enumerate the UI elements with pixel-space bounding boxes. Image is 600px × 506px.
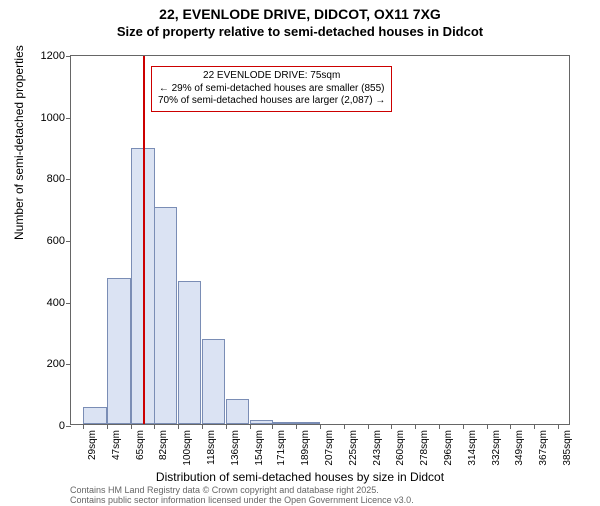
title-line2: Size of property relative to semi-detach… bbox=[0, 24, 600, 39]
x-tick-label: 47sqm bbox=[111, 430, 122, 460]
x-tick-mark bbox=[107, 424, 108, 429]
y-axis-title: Number of semi-detached properties bbox=[12, 45, 26, 240]
x-tick-label: 225sqm bbox=[348, 430, 359, 466]
footer-attribution: Contains HM Land Registry data © Crown c… bbox=[70, 486, 414, 506]
x-tick-label: 189sqm bbox=[300, 430, 311, 466]
x-tick-mark bbox=[534, 424, 535, 429]
x-tick-mark bbox=[415, 424, 416, 429]
chart-plot-area: 02004006008001000120029sqm47sqm65sqm82sq… bbox=[70, 55, 570, 425]
x-tick-label: 349sqm bbox=[514, 430, 525, 466]
x-tick-label: 332sqm bbox=[491, 430, 502, 466]
x-tick-mark bbox=[487, 424, 488, 429]
chart-title-block: 22, EVENLODE DRIVE, DIDCOT, OX11 7XG Siz… bbox=[0, 0, 600, 39]
y-tick-mark bbox=[66, 56, 71, 57]
x-tick-label: 385sqm bbox=[562, 430, 573, 466]
x-tick-mark bbox=[320, 424, 321, 429]
histogram-bar bbox=[83, 407, 107, 424]
x-tick-mark bbox=[558, 424, 559, 429]
x-tick-label: 136sqm bbox=[230, 430, 241, 466]
x-tick-mark bbox=[439, 424, 440, 429]
histogram-bar bbox=[296, 422, 320, 424]
x-tick-label: 278sqm bbox=[419, 430, 430, 466]
x-tick-mark bbox=[391, 424, 392, 429]
y-tick-mark bbox=[66, 118, 71, 119]
x-tick-label: 100sqm bbox=[182, 430, 193, 466]
x-tick-label: 82sqm bbox=[158, 430, 169, 460]
x-tick-label: 118sqm bbox=[206, 430, 217, 465]
y-tick-label: 1000 bbox=[41, 112, 65, 124]
footer-line2: Contains public sector information licen… bbox=[70, 496, 414, 506]
x-tick-mark bbox=[510, 424, 511, 429]
x-tick-mark bbox=[131, 424, 132, 429]
x-tick-label: 314sqm bbox=[467, 430, 478, 466]
y-tick-label: 0 bbox=[59, 420, 65, 432]
x-tick-label: 171sqm bbox=[276, 430, 287, 466]
y-tick-label: 400 bbox=[47, 297, 65, 309]
histogram-bar bbox=[107, 278, 131, 424]
y-tick-mark bbox=[66, 364, 71, 365]
histogram-bar bbox=[226, 399, 250, 424]
x-tick-mark bbox=[154, 424, 155, 429]
histogram-bar bbox=[272, 422, 296, 424]
histogram-bar bbox=[154, 207, 178, 424]
x-tick-mark bbox=[272, 424, 273, 429]
x-tick-mark bbox=[296, 424, 297, 429]
y-tick-mark bbox=[66, 303, 71, 304]
annotation-line: 22 EVENLODE DRIVE: 75sqm bbox=[158, 70, 385, 83]
annotation-line: 70% of semi-detached houses are larger (… bbox=[158, 95, 385, 108]
x-tick-label: 296sqm bbox=[443, 430, 454, 466]
histogram-bar bbox=[250, 420, 274, 424]
histogram-bar bbox=[178, 281, 202, 424]
y-tick-mark bbox=[66, 241, 71, 242]
x-tick-mark bbox=[344, 424, 345, 429]
x-axis-title: Distribution of semi-detached houses by … bbox=[0, 470, 600, 484]
x-tick-label: 65sqm bbox=[135, 430, 146, 460]
x-tick-label: 207sqm bbox=[324, 430, 335, 466]
y-tick-label: 600 bbox=[47, 235, 65, 247]
x-tick-label: 154sqm bbox=[254, 430, 265, 466]
y-tick-mark bbox=[66, 179, 71, 180]
x-tick-mark bbox=[202, 424, 203, 429]
x-tick-mark bbox=[463, 424, 464, 429]
x-tick-label: 29sqm bbox=[87, 430, 98, 460]
x-tick-mark bbox=[226, 424, 227, 429]
y-tick-mark bbox=[66, 426, 71, 427]
annotation-box: 22 EVENLODE DRIVE: 75sqm← 29% of semi-de… bbox=[151, 66, 392, 112]
x-tick-label: 243sqm bbox=[372, 430, 383, 466]
title-line1: 22, EVENLODE DRIVE, DIDCOT, OX11 7XG bbox=[0, 6, 600, 22]
y-tick-label: 1200 bbox=[41, 50, 65, 62]
x-tick-mark bbox=[250, 424, 251, 429]
y-tick-label: 200 bbox=[47, 358, 65, 370]
x-tick-mark bbox=[178, 424, 179, 429]
histogram-bar bbox=[202, 339, 226, 424]
y-tick-label: 800 bbox=[47, 173, 65, 185]
reference-line bbox=[143, 56, 145, 424]
annotation-line: ← 29% of semi-detached houses are smalle… bbox=[158, 83, 385, 96]
x-tick-label: 260sqm bbox=[395, 430, 406, 466]
x-tick-mark bbox=[83, 424, 84, 429]
x-tick-label: 367sqm bbox=[538, 430, 549, 466]
x-tick-mark bbox=[368, 424, 369, 429]
